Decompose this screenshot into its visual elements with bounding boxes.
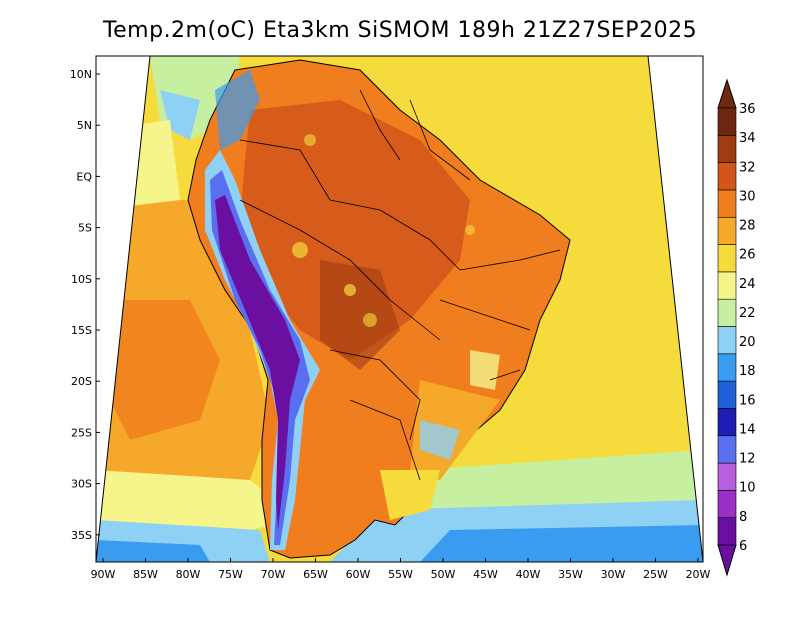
colorbar-label: 18 <box>739 364 756 379</box>
colorbar: 6 8 10 12 14 16 18 20 22 24 26 28 30 32 34 36 <box>717 78 756 577</box>
colorbar-label: 32 <box>739 160 756 175</box>
colorbar-swatch <box>717 107 737 136</box>
lon-tick-label: 30W <box>601 568 626 581</box>
colorbar-min-arrow <box>717 544 737 577</box>
colorbar-label: 8 <box>739 510 747 525</box>
lon-tick-label: 90W <box>91 568 116 581</box>
colorbar-swatch <box>717 380 737 409</box>
lon-tick-label: 45W <box>473 568 498 581</box>
colorbar-swatch <box>717 216 737 245</box>
colorbar-swatch <box>717 162 737 191</box>
colorbar-label: 30 <box>739 189 756 204</box>
lon-tick-label: 60W <box>346 568 371 581</box>
lat-tick-label: 20S <box>71 375 92 388</box>
colorbar-label: 12 <box>739 452 756 467</box>
lon-tick-label: 65W <box>303 568 328 581</box>
lon-tick-label: 40W <box>516 568 541 581</box>
lat-tick-label: 30S <box>71 478 92 491</box>
colorbar-label: 16 <box>739 393 756 408</box>
lat-tick-label: 35S <box>71 529 92 542</box>
lat-tick-label: EQ <box>76 170 92 183</box>
colorbar-label: 24 <box>739 277 756 292</box>
lon-tick-label: 35W <box>558 568 583 581</box>
country-borders <box>239 89 561 481</box>
colorbar-swatch <box>717 271 737 300</box>
colorbar-swatch <box>717 353 737 382</box>
colorbar-label: 26 <box>739 248 756 263</box>
colorbar-swatch <box>717 189 737 218</box>
temperature-field <box>96 56 703 562</box>
colorbar-max-arrow <box>717 78 737 109</box>
lat-tick-label: 15S <box>71 324 92 337</box>
colorbar-swatch <box>717 462 737 491</box>
longitude-axis: 90W 85W 80W 75W 70W 65W 60W 55W 50W 45W 40W 35W 30W 2… <box>91 558 711 581</box>
colorbar-swatch <box>717 517 737 546</box>
colorbar-label: 22 <box>739 306 756 321</box>
lon-tick-label: 75W <box>218 568 243 581</box>
lat-tick-label: 5S <box>78 222 92 235</box>
colorbar-swatch <box>717 298 737 327</box>
colorbar-label: 34 <box>739 131 756 146</box>
colorbar-swatch <box>717 490 737 518</box>
lon-tick-label: 80W <box>176 568 201 581</box>
map-title: Temp.2m(oC) Eta3km SiSMOM 189h 21Z27SEP2… <box>102 18 698 43</box>
colorbar-label: 10 <box>739 481 756 496</box>
lat-tick-label: 5N <box>77 119 92 132</box>
lon-tick-label: 50W <box>431 568 456 581</box>
colorbar-swatch <box>717 408 737 437</box>
colorbar-label: 36 <box>739 102 756 117</box>
lon-tick-label: 20W <box>686 568 711 581</box>
lon-tick-label: 25W <box>643 568 668 581</box>
colorbar-swatch <box>717 326 737 355</box>
lon-tick-label: 85W <box>133 568 158 581</box>
colorbar-swatch <box>717 435 737 464</box>
colorbar-label: 28 <box>739 219 756 234</box>
projection-outline <box>95 55 704 563</box>
lat-tick-label: 10N <box>70 68 92 81</box>
colorbar-label: 6 <box>739 539 747 554</box>
colorbar-swatch <box>717 244 737 273</box>
colorbar-swatch <box>717 135 737 163</box>
lon-tick-label: 55W <box>388 568 413 581</box>
latitude-axis: 10N 5N EQ 5S 10S 15S 20S 25S 30S 35S <box>70 68 100 542</box>
colorbar-label: 20 <box>739 335 756 350</box>
colorbar-label: 14 <box>739 422 756 437</box>
lat-tick-label: 25S <box>71 426 92 439</box>
lon-tick-label: 70W <box>261 568 286 581</box>
lat-tick-label: 10S <box>71 273 92 286</box>
